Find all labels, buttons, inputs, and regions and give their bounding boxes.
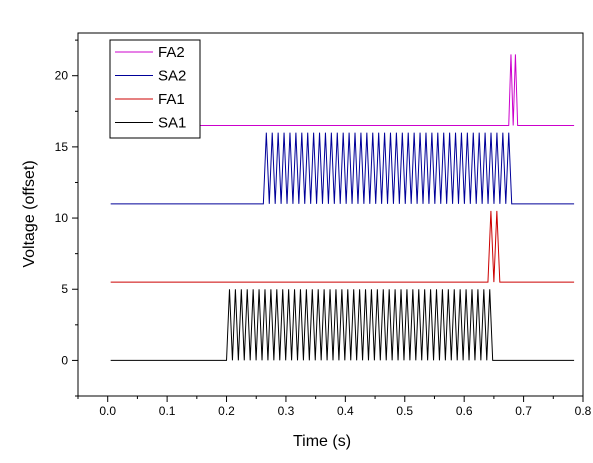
y-tick-label: 10 [55, 211, 69, 225]
legend-box [109, 39, 201, 139]
y-tick-label: 20 [55, 69, 69, 83]
y-tick-label: 15 [55, 140, 69, 154]
x-tick-label: 0.3 [278, 404, 295, 418]
series-line-sa1 [110, 289, 575, 361]
legend-label-fa2: FA2 [158, 44, 185, 61]
series-line-sa2 [110, 132, 575, 205]
x-tick-label: 0.0 [99, 404, 116, 418]
series-line-fa2 [110, 54, 575, 127]
x-tick-label: 0.4 [337, 404, 354, 418]
x-tick-label: 0.6 [456, 404, 473, 418]
series-line-fa1 [110, 210, 575, 283]
plot-frame [77, 32, 584, 397]
y-tick-label: 0 [61, 353, 68, 367]
legend-label-sa1: SA1 [158, 115, 186, 132]
axes [77, 32, 584, 397]
y-axis-ticks: 0 5 10 15 20 [55, 39, 78, 397]
x-tick-label: 0.7 [515, 404, 532, 418]
series-layer [110, 54, 575, 361]
y-tick-label: 5 [61, 282, 68, 296]
x-axis-ticks: 0.0 0.1 0.2 0.3 0.4 0.5 0.6 0.7 0.8 [77, 396, 592, 418]
x-axis-title: Time (s) [293, 433, 351, 450]
x-tick-label: 0.2 [218, 404, 235, 418]
x-tick-label: 0.5 [396, 404, 413, 418]
x-tick-label: 0.1 [159, 404, 176, 418]
legend-label-sa2: SA2 [158, 68, 186, 85]
y-axis-title: Voltage (offset) [21, 160, 38, 267]
legend-label-fa1: FA1 [158, 91, 185, 108]
x-tick-label: 0.8 [575, 404, 592, 418]
legend: FA2 SA2 FA1 SA1 [109, 39, 201, 139]
